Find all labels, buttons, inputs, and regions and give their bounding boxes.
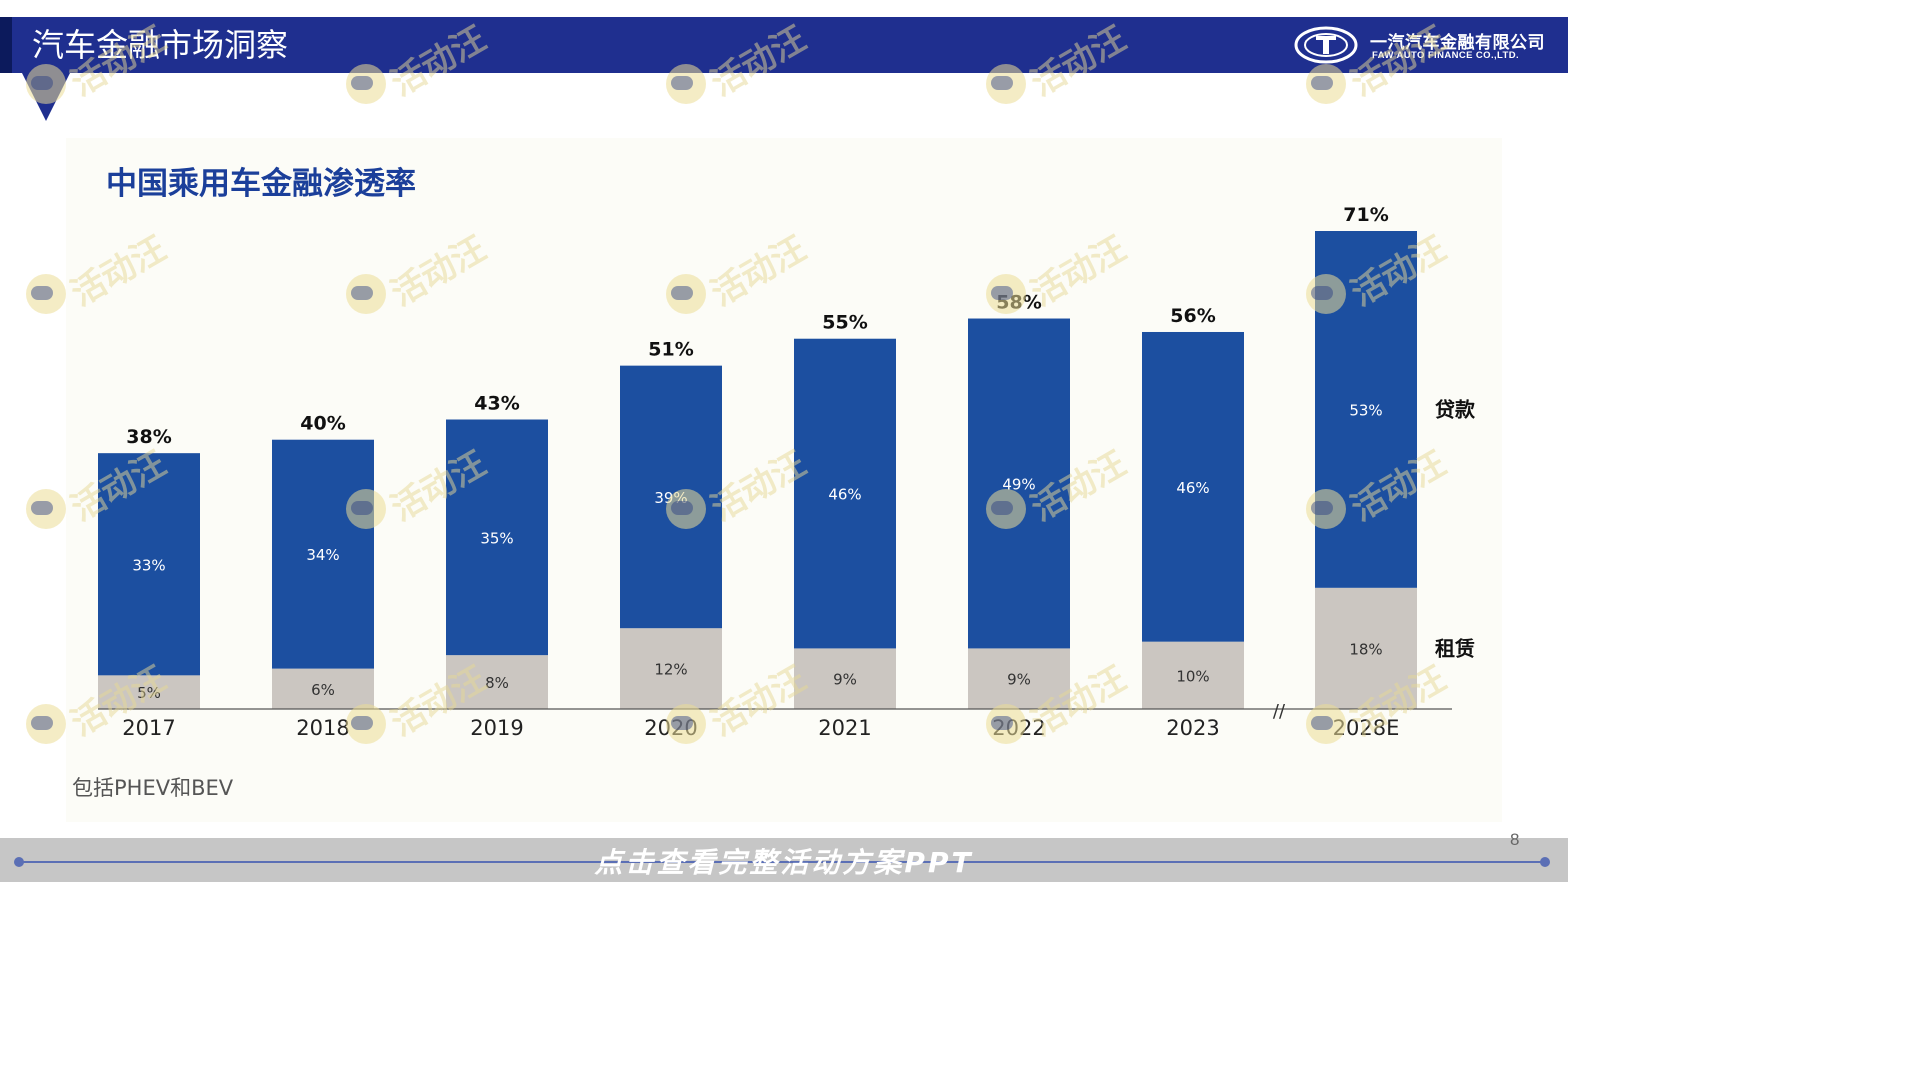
header-bar [0,17,1568,73]
bar-lease-2017 [98,675,200,709]
label-loan-2028E: 53% [1349,401,1382,419]
bar-lease-2019 [446,655,548,709]
axis-break-mark: // [1273,701,1286,722]
label-loan-2022: 49% [1002,475,1035,493]
footer-line [18,861,1546,863]
bar-lease-2018 [272,668,374,709]
label-lease-2020: 12% [654,661,687,679]
bar-loan-2017 [98,453,200,676]
label-lease-2021: 9% [833,671,857,689]
label-lease-2018: 6% [311,681,335,699]
page-number: 8 [1510,830,1520,849]
watermark-mascot-icon [346,704,386,744]
label-loan-2021: 46% [828,486,861,504]
label-total-2023: 56% [1170,305,1215,327]
bar-lease-2023 [1142,641,1244,709]
stacked-bar-chart: 5%33%38%20176%34%40%20188%35%43%201912%3… [98,204,1476,740]
label-total-2019: 43% [474,393,519,415]
x-tick-2019: 2019 [470,716,523,740]
label-lease-2028E: 18% [1349,640,1382,658]
watermark-mascot-icon [666,489,706,529]
watermark-mascot-icon [26,489,66,529]
x-tick-2018: 2018 [296,716,349,740]
label-total-2018: 40% [300,413,345,435]
x-tick-2017: 2017 [122,716,175,740]
x-tick-2023: 2023 [1166,716,1219,740]
watermark-mascot-icon [666,704,706,744]
watermark-mascot-icon [1306,274,1346,314]
footer-banner-text[interactable]: 点击查看完整活动方案PPT [594,846,974,879]
watermark-mascot-icon [346,489,386,529]
label-loan-2017: 33% [132,556,165,574]
label-total-2021: 55% [822,312,867,334]
watermark-mascot-icon [1306,489,1346,529]
bar-loan-2018 [272,439,374,669]
legend-loan: 贷款 [1435,397,1476,421]
watermark-mascot-icon [26,64,66,104]
watermark-mascot-icon [666,64,706,104]
bar-loan-2022 [968,318,1070,649]
label-total-2028E: 71% [1343,204,1388,226]
footer-dot-right [1540,857,1550,867]
bar-loan-2021 [794,338,896,649]
watermark-mascot-icon [986,274,1026,314]
footnote: 包括PHEV和BEV [72,776,234,800]
label-total-2020: 51% [648,339,693,361]
footer-banner[interactable] [0,838,1568,882]
bar-lease-2022 [968,648,1070,709]
watermark-mascot-icon [346,64,386,104]
label-lease-2022: 9% [1007,671,1031,689]
label-loan-2023: 46% [1176,479,1209,497]
watermark-mascot-icon [986,704,1026,744]
page-title: 汽车金融市场洞察 [32,26,289,64]
label-loan-2019: 35% [480,529,513,547]
label-lease-2023: 10% [1176,667,1209,685]
label-lease-2019: 8% [485,674,509,692]
watermark-mascot-icon [1306,704,1346,744]
header-accent [0,17,12,73]
logo-company-cn: 一汽汽车金融有限公司 [1370,33,1545,53]
watermark-mascot-icon [26,274,66,314]
chart-title: 中国乘用车金融渗透率 [106,166,416,202]
watermark-mascot-icon [986,489,1026,529]
watermark-mascot-icon [346,274,386,314]
label-lease-2017: 5% [137,684,161,702]
watermark-mascot-icon [1306,64,1346,104]
bar-lease-2028E [1315,587,1417,709]
logo-company-en: FAW AUTO FINANCE CO.,LTD. [1372,50,1520,61]
label-loan-2018: 34% [306,546,339,564]
watermark-mascot-icon [666,274,706,314]
faw-logo [1294,26,1358,64]
bar-lease-2020 [620,628,722,709]
legend-lease: 租赁 [1435,636,1475,660]
watermark-mascot-icon [26,704,66,744]
x-tick-2021: 2021 [818,716,871,740]
bar-loan-2023 [1142,331,1244,642]
bar-loan-2019 [446,419,548,656]
bar-lease-2021 [794,648,896,709]
footer-dot-left [14,857,24,867]
label-total-2017: 38% [126,426,171,448]
watermark-mascot-icon [986,64,1026,104]
